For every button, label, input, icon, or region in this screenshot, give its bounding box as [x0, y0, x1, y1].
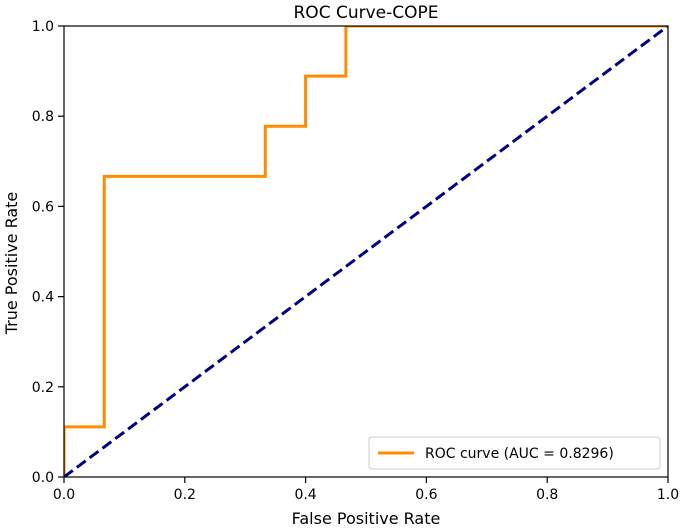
- y-tick-label: 1.0: [32, 19, 54, 35]
- x-axis-label: False Positive Rate: [292, 509, 441, 528]
- x-tick-label: 0.4: [294, 487, 316, 503]
- series-group: [64, 26, 668, 477]
- legend: ROC curve (AUC = 0.8296): [368, 436, 661, 470]
- x-tick-label: 0.6: [415, 487, 437, 503]
- x-tick-label: 1.0: [657, 487, 679, 503]
- axes-frame: [63, 25, 669, 478]
- roc-curve-line: [64, 26, 668, 477]
- y-tick-label: 0.6: [32, 199, 54, 215]
- chart-title: ROC Curve-COPE: [294, 3, 439, 23]
- x-tick-label: 0.0: [53, 487, 75, 503]
- x-tick-label: 0.2: [174, 487, 196, 503]
- y-axis-label: True Positive Rate: [2, 192, 21, 336]
- axes: 0.0 0.2 0.4 0.6 0.8 1.0 0.0 0.2 0.4 0.6 0.8 1.0: [32, 19, 679, 503]
- y-tick-label: 0.4: [32, 290, 54, 306]
- plot-area: [64, 26, 668, 477]
- legend-box: [368, 436, 661, 470]
- y-tick-label: 0.2: [32, 380, 54, 396]
- legend-label-roc: ROC curve (AUC = 0.8296): [425, 446, 614, 462]
- x-tick-label: 0.8: [536, 487, 558, 503]
- y-tick-label: 0.8: [32, 109, 54, 125]
- chance-line: [64, 26, 668, 477]
- y-tick-label: 0.0: [32, 470, 54, 486]
